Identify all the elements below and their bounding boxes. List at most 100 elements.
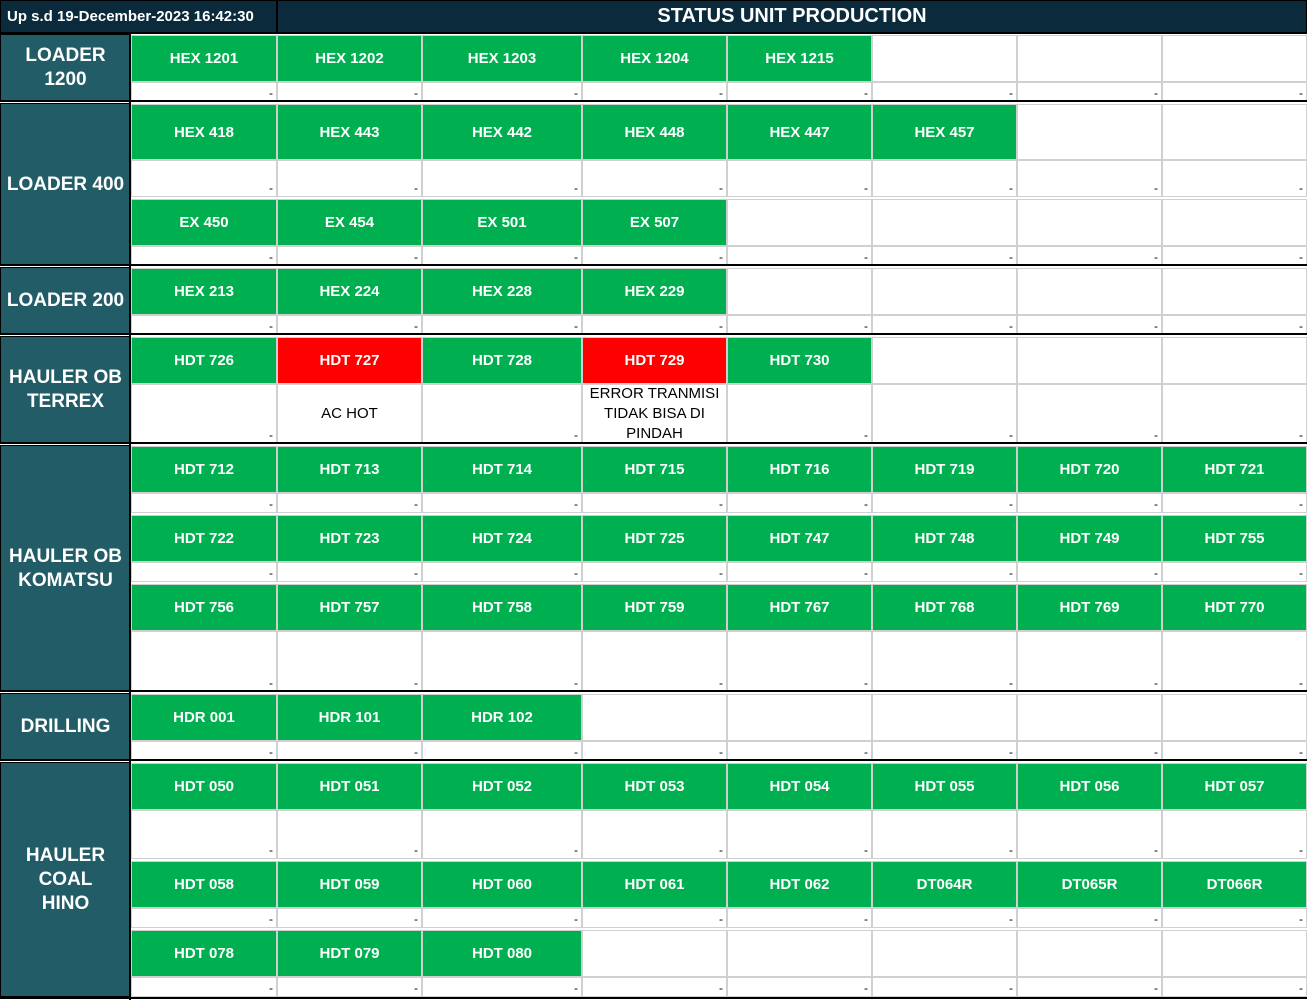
- unit-status: -: [1017, 977, 1162, 997]
- unit-cell[interactable]: EX 454: [277, 199, 422, 246]
- unit-cell[interactable]: HEX 448: [582, 104, 727, 160]
- unit-status: -: [727, 631, 872, 692]
- unit-status: -: [131, 82, 277, 102]
- unit-cell[interactable]: DT064R: [872, 861, 1017, 908]
- unit-cell[interactable]: HDT 749: [1017, 515, 1162, 562]
- unit-cell[interactable]: HDT 729: [582, 337, 727, 384]
- unit-cell[interactable]: HEX 447: [727, 104, 872, 160]
- unit-cell[interactable]: HDT 721: [1162, 446, 1307, 493]
- unit-status: AC HOT: [277, 384, 422, 444]
- unit-status: -: [277, 160, 422, 197]
- unit-cell[interactable]: HEX 457: [872, 104, 1017, 160]
- unit-cell[interactable]: HDT 078: [131, 930, 277, 977]
- unit-cell[interactable]: HDT 713: [277, 446, 422, 493]
- unit-cell[interactable]: HDT 058: [131, 861, 277, 908]
- unit-status: -: [277, 908, 422, 928]
- unit-cell[interactable]: HEX 213: [131, 268, 277, 315]
- unit-cell[interactable]: HDR 102: [422, 694, 582, 741]
- empty-unit-cell: [1162, 337, 1307, 384]
- unit-status: -: [872, 384, 1017, 444]
- unit-cell[interactable]: HEX 1201: [131, 35, 277, 82]
- unit-cell[interactable]: HEX 229: [582, 268, 727, 315]
- unit-cell[interactable]: HDT 053: [582, 763, 727, 810]
- section-divider: [0, 759, 1307, 761]
- unit-status: -: [727, 810, 872, 859]
- unit-cell[interactable]: HDT 062: [727, 861, 872, 908]
- unit-cell[interactable]: HDT 079: [277, 930, 422, 977]
- unit-cell[interactable]: HDT 770: [1162, 584, 1307, 631]
- unit-cell[interactable]: HDT 748: [872, 515, 1017, 562]
- unit-status: -: [131, 160, 277, 197]
- unit-cell[interactable]: EX 501: [422, 199, 582, 246]
- unit-status: -: [1162, 741, 1307, 761]
- unit-cell[interactable]: HDR 001: [131, 694, 277, 741]
- unit-cell[interactable]: HEX 1204: [582, 35, 727, 82]
- unit-cell[interactable]: HDT 719: [872, 446, 1017, 493]
- unit-cell[interactable]: HDT 759: [582, 584, 727, 631]
- unit-cell[interactable]: HEX 224: [277, 268, 422, 315]
- unit-cell[interactable]: HDT 712: [131, 446, 277, 493]
- section-divider: [0, 442, 1307, 444]
- unit-cell[interactable]: HDT 720: [1017, 446, 1162, 493]
- unit-cell[interactable]: HEX 418: [131, 104, 277, 160]
- empty-unit-cell: [1017, 337, 1162, 384]
- unit-status: -: [1162, 160, 1307, 197]
- unit-cell[interactable]: HEX 1202: [277, 35, 422, 82]
- unit-cell[interactable]: HDT 080: [422, 930, 582, 977]
- unit-status: -: [422, 631, 582, 692]
- empty-unit-cell: [1162, 35, 1307, 82]
- unit-cell[interactable]: HDT 061: [582, 861, 727, 908]
- unit-status: -: [1162, 384, 1307, 444]
- unit-cell[interactable]: HDT 767: [727, 584, 872, 631]
- unit-cell[interactable]: HEX 442: [422, 104, 582, 160]
- unit-cell[interactable]: HDT 722: [131, 515, 277, 562]
- unit-cell[interactable]: HDT 756: [131, 584, 277, 631]
- unit-cell[interactable]: DT066R: [1162, 861, 1307, 908]
- unit-cell[interactable]: HDT 052: [422, 763, 582, 810]
- unit-status: -: [277, 246, 422, 266]
- unit-cell[interactable]: EX 507: [582, 199, 727, 246]
- unit-cell[interactable]: HDT 723: [277, 515, 422, 562]
- empty-unit-cell: [727, 199, 872, 246]
- group-label-text: DRILLING: [20, 716, 111, 737]
- empty-unit-cell: [1017, 694, 1162, 741]
- section-divider: [0, 264, 1307, 266]
- unit-cell[interactable]: HDT 051: [277, 763, 422, 810]
- unit-cell[interactable]: HEX 228: [422, 268, 582, 315]
- unit-cell[interactable]: HEX 1215: [727, 35, 872, 82]
- unit-cell[interactable]: HDT 056: [1017, 763, 1162, 810]
- unit-cell[interactable]: HDT 728: [422, 337, 582, 384]
- unit-cell[interactable]: HDT 755: [1162, 515, 1307, 562]
- unit-status: -: [872, 246, 1017, 266]
- unit-cell[interactable]: HDT 716: [727, 446, 872, 493]
- unit-cell[interactable]: HDT 055: [872, 763, 1017, 810]
- unit-cell[interactable]: HDT 726: [131, 337, 277, 384]
- unit-cell[interactable]: HEX 443: [277, 104, 422, 160]
- unit-cell[interactable]: HDT 769: [1017, 584, 1162, 631]
- unit-cell[interactable]: HDT 725: [582, 515, 727, 562]
- unit-cell[interactable]: HDT 050: [131, 763, 277, 810]
- unit-cell[interactable]: DT065R: [1017, 861, 1162, 908]
- unit-cell[interactable]: HDT 724: [422, 515, 582, 562]
- empty-unit-cell: [1017, 268, 1162, 315]
- unit-status: -: [727, 493, 872, 513]
- unit-cell[interactable]: HDR 101: [277, 694, 422, 741]
- unit-cell[interactable]: HDT 060: [422, 861, 582, 908]
- unit-cell[interactable]: HDT 747: [727, 515, 872, 562]
- unit-cell[interactable]: HDT 727: [277, 337, 422, 384]
- unit-status: -: [422, 908, 582, 928]
- unit-cell[interactable]: HDT 059: [277, 861, 422, 908]
- unit-status: -: [582, 631, 727, 692]
- unit-cell[interactable]: HDT 757: [277, 584, 422, 631]
- unit-cell[interactable]: EX 450: [131, 199, 277, 246]
- unit-cell[interactable]: HEX 1203: [422, 35, 582, 82]
- unit-cell[interactable]: HDT 057: [1162, 763, 1307, 810]
- unit-status: -: [277, 977, 422, 997]
- unit-cell[interactable]: HDT 730: [727, 337, 872, 384]
- unit-cell[interactable]: HDT 715: [582, 446, 727, 493]
- unit-cell[interactable]: HDT 054: [727, 763, 872, 810]
- unit-cell[interactable]: HDT 768: [872, 584, 1017, 631]
- unit-cell[interactable]: HDT 714: [422, 446, 582, 493]
- unit-cell[interactable]: HDT 758: [422, 584, 582, 631]
